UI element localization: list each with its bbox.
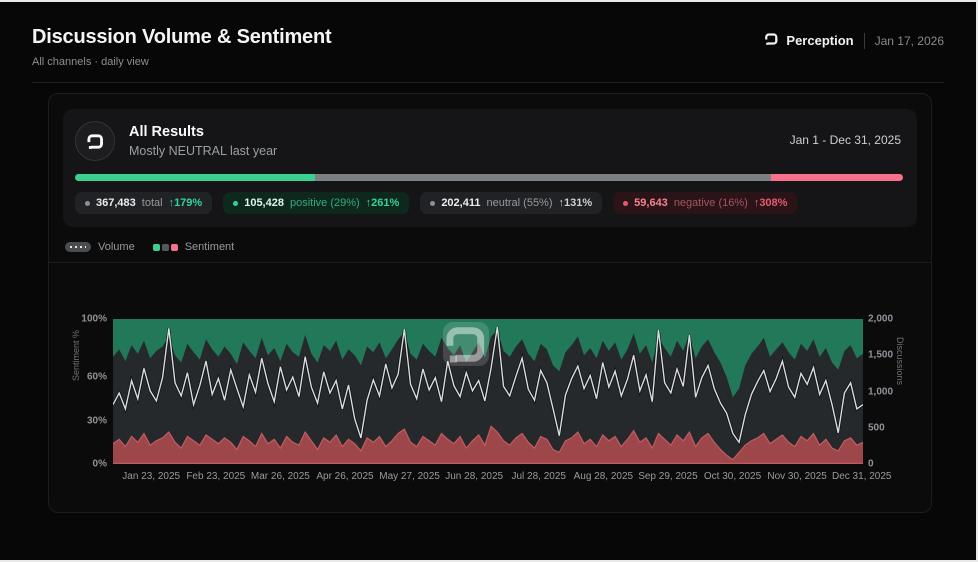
badge-positive: 105,428 positive (29%) ↑261% (223, 192, 410, 214)
perception-logo-icon (86, 133, 103, 149)
legend-sentiment-label: Sentiment (184, 241, 235, 253)
right-tick: 1,500 (868, 349, 894, 361)
right-tick: 500 (868, 422, 885, 434)
report-card: All Results Mostly NEUTRAL last year Jan… (48, 93, 932, 513)
x-tick: Oct 30, 2025 (703, 471, 762, 482)
header-date: Jan 17, 2026 (874, 33, 944, 48)
right-tick: 0 (868, 458, 874, 470)
summary-card: All Results Mostly NEUTRAL last year Jan… (63, 109, 917, 227)
badge-neutral: 202,411 neutral (55%) ↑131% (420, 192, 603, 214)
sentiment-bar-positive (75, 174, 316, 181)
left-tick: 30% (86, 415, 107, 426)
x-tick: Dec 31, 2025 (831, 471, 892, 482)
x-tick: Jan 23, 2025 (122, 471, 181, 482)
x-tick: Jul 28, 2025 (511, 471, 567, 482)
positive-label: positive (29%) (289, 197, 360, 209)
neutral-change: ↑131% (558, 197, 593, 209)
left-tick: 0% (92, 458, 107, 470)
positive-value: 105,428 (244, 197, 284, 209)
page-subtitle: All channels · daily view (32, 56, 149, 68)
right-axis-title: Discussions (895, 337, 905, 386)
right-tick: 2,000 (868, 313, 894, 325)
avatar (75, 121, 115, 161)
chart-plot-area[interactable] (113, 319, 863, 464)
x-tick: May 27, 2025 (379, 471, 440, 482)
x-tick: Apr 26, 2025 (316, 471, 374, 482)
negative-label: negative (16%) (673, 197, 748, 209)
sentiment-volume-chart[interactable] (113, 319, 863, 464)
left-tick: 100% (81, 313, 107, 325)
right-tick: 1,000 (868, 386, 894, 397)
x-tick: Mar 26, 2025 (250, 471, 310, 482)
section-divider (49, 262, 931, 263)
stat-badges: 367,483 total ↑179% 105,428 positive (29… (75, 192, 903, 214)
positive-dot-icon (233, 200, 239, 206)
sentiment-bar-negative (770, 174, 903, 181)
x-tick: Nov 30, 2025 (767, 471, 827, 482)
positive-change: ↑261% (365, 197, 400, 209)
summary-subtitle: Mostly NEUTRAL last year (129, 144, 278, 158)
neutral-dot-icon (430, 200, 436, 206)
x-tick: Aug 28, 2025 (573, 471, 634, 482)
header-right: Perception Jan 17, 2026 (764, 32, 944, 49)
x-tick: Sep 29, 2025 (638, 471, 698, 482)
perception-logo-icon (764, 32, 779, 49)
negative-dot-icon (623, 200, 629, 206)
header-divider (32, 82, 944, 83)
brand: Perception (764, 32, 854, 49)
left-axis-ticks: 100% 60% 30% 0% (77, 314, 113, 470)
page-header: Discussion Volume & Sentiment All channe… (0, 2, 976, 68)
sentiment-bar (75, 174, 903, 181)
negative-change: ↑308% (753, 197, 788, 209)
total-change: ↑179% (168, 197, 203, 209)
sentiment-swatch-icon (152, 243, 178, 251)
volume-swatch-icon (65, 242, 91, 252)
left-axis-title: Sentiment % (71, 329, 81, 381)
legend-sentiment[interactable]: Sentiment (152, 241, 235, 253)
x-tick: Feb 23, 2025 (186, 471, 246, 482)
neutral-value: 202,411 (441, 197, 481, 209)
header-separator (863, 32, 865, 49)
page-title: Discussion Volume & Sentiment (32, 26, 332, 48)
total-dot-icon (85, 200, 90, 206)
x-axis-ticks: Jan 23, 2025 Feb 23, 2025 Mar 26, 2025 Apr … (113, 469, 891, 487)
x-tick: Jun 28, 2025 (445, 471, 504, 482)
chart-legend: Volume Sentiment (65, 241, 917, 253)
neutral-label: neutral (55%) (486, 197, 553, 209)
legend-volume[interactable]: Volume (65, 241, 135, 253)
chart-block: Sentiment % 100% 60% 30% 0% 2,000 1,500 1,000… (63, 263, 917, 487)
left-tick: 60% (86, 371, 107, 383)
total-label: total (141, 197, 163, 209)
header-titles: Discussion Volume & Sentiment All channe… (32, 26, 332, 68)
total-value: 367,483 (96, 197, 136, 209)
date-range: Jan 1 - Dec 31, 2025 (789, 133, 901, 147)
badge-total: 367,483 total ↑179% (75, 192, 213, 214)
legend-volume-label: Volume (98, 241, 135, 253)
right-axis-ticks: 2,000 1,500 1,000 500 0 (863, 314, 903, 470)
watermark-logo-icon (443, 322, 489, 366)
sentiment-bar-neutral (315, 174, 771, 181)
brand-name: Perception (786, 33, 854, 48)
negative-value: 59,643 (634, 197, 668, 209)
summary-title: All Results (129, 124, 204, 140)
badge-negative: 59,643 negative (16%) ↑308% (613, 192, 798, 214)
